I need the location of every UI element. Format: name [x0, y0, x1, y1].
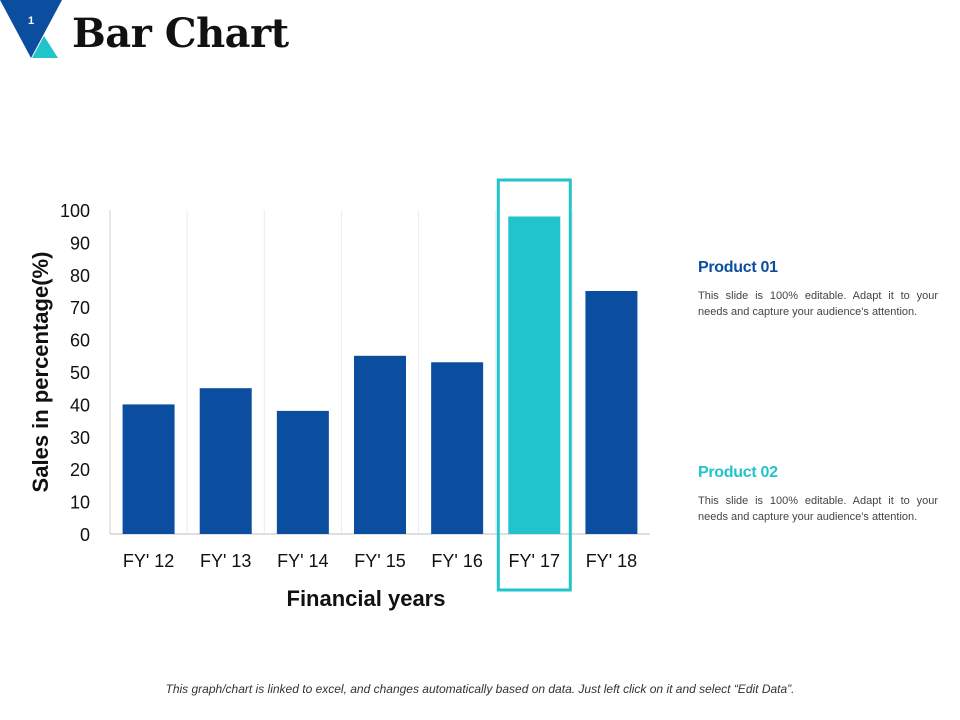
- y-tick-label: 80: [70, 266, 90, 286]
- y-tick-label: 90: [70, 233, 90, 253]
- x-tick-label: FY' 12: [123, 551, 174, 571]
- x-tick-label: FY' 17: [509, 551, 560, 571]
- bar-fy-12: [122, 404, 175, 534]
- x-tick-label: FY' 18: [586, 551, 637, 571]
- bar-fy-16: [431, 362, 484, 534]
- highlight-frame: [496, 178, 572, 592]
- footer-note: This graph/chart is linked to excel, and…: [165, 682, 795, 696]
- x-tick-label: FY' 16: [431, 551, 482, 571]
- bar-fy-13: [199, 388, 252, 534]
- product-02-description: This slide is 100% editable. Adapt it to…: [698, 495, 938, 523]
- badge-light-triangle: [32, 36, 58, 58]
- y-tick-label: 40: [70, 395, 90, 415]
- product-02-title: Product 02: [698, 464, 778, 481]
- y-tick-label: 20: [70, 460, 90, 480]
- product-01-title: Product 01: [698, 259, 778, 276]
- x-tick-label: FY' 14: [277, 551, 328, 571]
- x-tick-label: FY' 15: [354, 551, 405, 571]
- bar-fy-14: [276, 410, 329, 534]
- badge-dark-triangle: [0, 0, 62, 58]
- bar-fy-18: [585, 291, 638, 534]
- y-tick-label: 100: [60, 201, 90, 221]
- slide-number: 1: [28, 15, 34, 27]
- y-tick-label: 30: [70, 428, 90, 448]
- y-tick-label: 10: [70, 493, 90, 513]
- product-01-description: This slide is 100% editable. Adapt it to…: [698, 290, 938, 318]
- bar-fy-15: [354, 355, 406, 534]
- y-axis-title: Sales in percentage(%): [28, 252, 53, 493]
- y-tick-label: 70: [70, 298, 90, 318]
- x-tick-label: FY' 13: [200, 551, 251, 571]
- bar-fy-17: [508, 216, 561, 535]
- x-axis-title: Financial years: [287, 586, 446, 611]
- y-tick-label: 60: [70, 331, 90, 351]
- y-tick-label: 0: [80, 525, 90, 545]
- y-tick-label: 50: [70, 363, 90, 383]
- slide-title: Bar Chart: [72, 10, 289, 57]
- slide-number-badge: 1: [0, 0, 62, 58]
